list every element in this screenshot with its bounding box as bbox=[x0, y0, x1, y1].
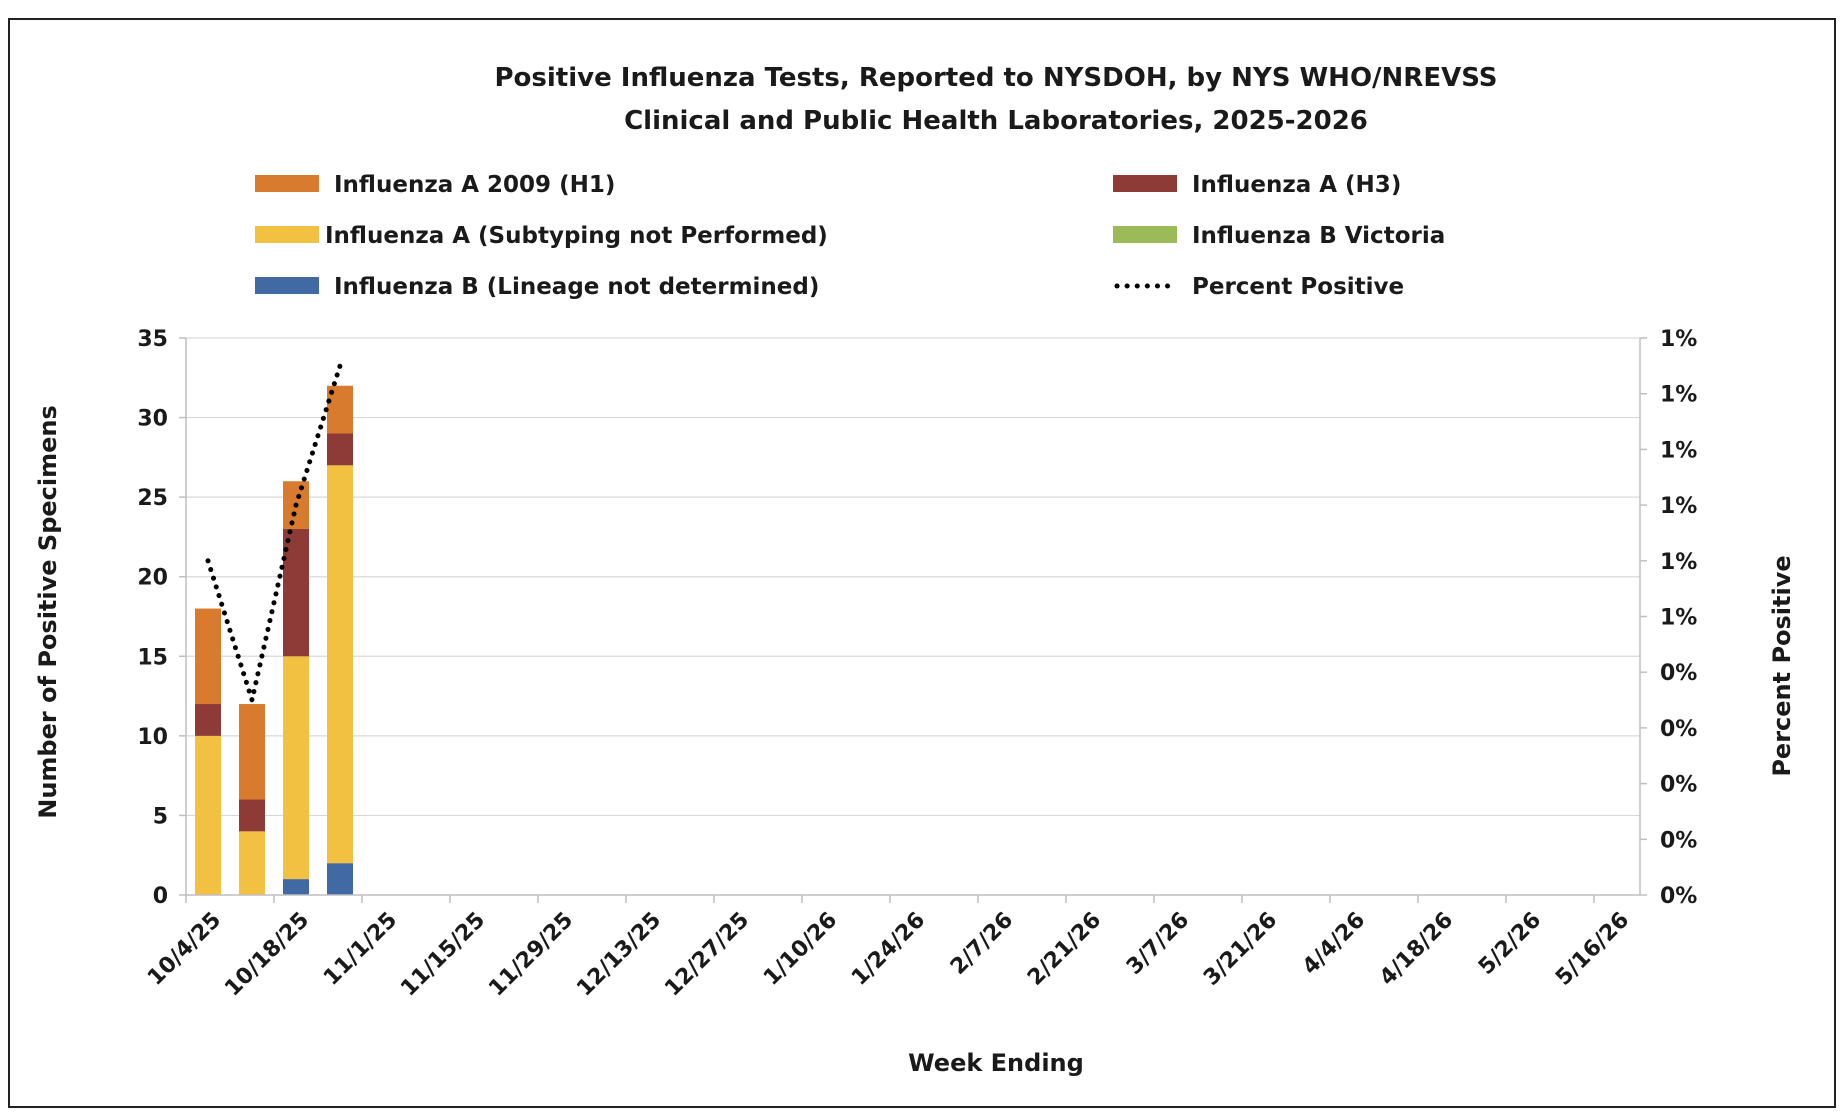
y2-tick-label: 0% bbox=[1660, 773, 1697, 798]
y-axis-title: Number of Positive Specimens bbox=[34, 405, 62, 819]
y2-tick-label: 1% bbox=[1660, 550, 1697, 575]
x-tick-label: 11/15/25 bbox=[396, 908, 490, 1002]
bar-segment bbox=[239, 799, 265, 832]
x-tick-label: 11/1/25 bbox=[319, 908, 402, 991]
legend-label: Influenza A (Subtyping not Performed) bbox=[325, 223, 828, 249]
y2-tick-label: 0% bbox=[1660, 661, 1697, 686]
x-tick-label: 5/16/26 bbox=[1551, 908, 1634, 991]
y2-tick-label: 1% bbox=[1660, 327, 1697, 352]
bar-segment bbox=[195, 608, 221, 705]
y2-tick-label: 1% bbox=[1660, 383, 1697, 408]
percent-positive-series bbox=[205, 363, 343, 710]
chart-frame bbox=[8, 18, 1836, 1108]
x-tick-label: 2/21/26 bbox=[1023, 908, 1106, 991]
chart-subtitle: Clinical and Public Health Laboratories,… bbox=[624, 106, 1368, 136]
x-tick-label: 4/4/26 bbox=[1298, 908, 1370, 980]
x-tick-label: 2/7/26 bbox=[946, 908, 1018, 980]
y2-tick-label: 1% bbox=[1660, 606, 1697, 631]
legend-swatch bbox=[255, 226, 319, 243]
x-tick-label: 5/2/26 bbox=[1474, 908, 1546, 980]
legend-label: Influenza A (H3) bbox=[1192, 172, 1401, 198]
y-tick-label: 0 bbox=[153, 884, 168, 909]
legend-swatch bbox=[1113, 226, 1177, 243]
bar-segment bbox=[327, 863, 353, 895]
percent-positive-line bbox=[205, 363, 343, 710]
x-tick-label: 12/13/25 bbox=[572, 908, 666, 1002]
y-tick-label: 10 bbox=[137, 725, 168, 750]
x-tick-label: 4/18/26 bbox=[1375, 908, 1458, 991]
bar-segment bbox=[239, 831, 265, 895]
legend-swatch bbox=[255, 175, 319, 192]
y2-tick-label: 1% bbox=[1660, 438, 1697, 463]
axes bbox=[179, 337, 1647, 903]
y-axis-ticks: 0 5 10 15 20 25 30 35 bbox=[137, 327, 168, 909]
bar-segment bbox=[195, 704, 221, 736]
bar-segment bbox=[327, 433, 353, 466]
y2-tick-label: 0% bbox=[1660, 884, 1697, 909]
legend-label: Percent Positive bbox=[1192, 274, 1404, 300]
x-tick-label: 1/24/26 bbox=[847, 908, 930, 991]
y-tick-label: 15 bbox=[137, 645, 168, 670]
y-tick-label: 20 bbox=[137, 566, 168, 591]
y-tick-label: 5 bbox=[153, 804, 168, 829]
bar-group bbox=[195, 385, 353, 895]
bar-segment bbox=[283, 879, 309, 895]
x-tick-label: 11/29/25 bbox=[484, 908, 578, 1002]
legend-label: Influenza A 2009 (H1) bbox=[334, 172, 615, 198]
legend-swatch bbox=[255, 277, 319, 294]
x-tick-label: 3/7/26 bbox=[1122, 908, 1194, 980]
chart-title: Positive Influenza Tests, Reported to NY… bbox=[494, 63, 1497, 93]
x-tick-label: 3/21/26 bbox=[1199, 908, 1282, 991]
y2-tick-label: 0% bbox=[1660, 717, 1697, 742]
legend-label: Influenza B Victoria bbox=[1192, 223, 1445, 249]
legend: Influenza A 2009 (H1) Influenza A (H3) Inf… bbox=[255, 172, 1445, 300]
gridlines bbox=[186, 337, 1640, 817]
x-tick-label: 1/10/26 bbox=[759, 908, 842, 991]
bar-segment bbox=[283, 656, 309, 880]
x-tick-label: 12/27/25 bbox=[660, 908, 754, 1002]
y-tick-label: 35 bbox=[137, 327, 168, 352]
legend-swatch bbox=[1113, 175, 1177, 192]
bar-segment bbox=[327, 465, 353, 864]
y2-axis-title: Percent Positive bbox=[1768, 555, 1796, 776]
x-tick-label: 10/4/25 bbox=[143, 908, 226, 991]
y-tick-label: 25 bbox=[137, 486, 168, 511]
bar-segment bbox=[239, 704, 265, 800]
y2-tick-label: 1% bbox=[1660, 494, 1697, 519]
y2-tick-label: 0% bbox=[1660, 828, 1697, 853]
bar-segment bbox=[195, 735, 221, 895]
x-tick-label: 10/18/25 bbox=[220, 908, 314, 1002]
y2-axis-ticks: 0% 0% 0% 0% 0% 1% 1% 1% 1% 1% 1% bbox=[1660, 327, 1697, 909]
x-axis-title: Week Ending bbox=[908, 1049, 1084, 1077]
legend-label: Influenza B (Lineage not determined) bbox=[334, 274, 819, 300]
y-tick-label: 30 bbox=[137, 407, 168, 432]
